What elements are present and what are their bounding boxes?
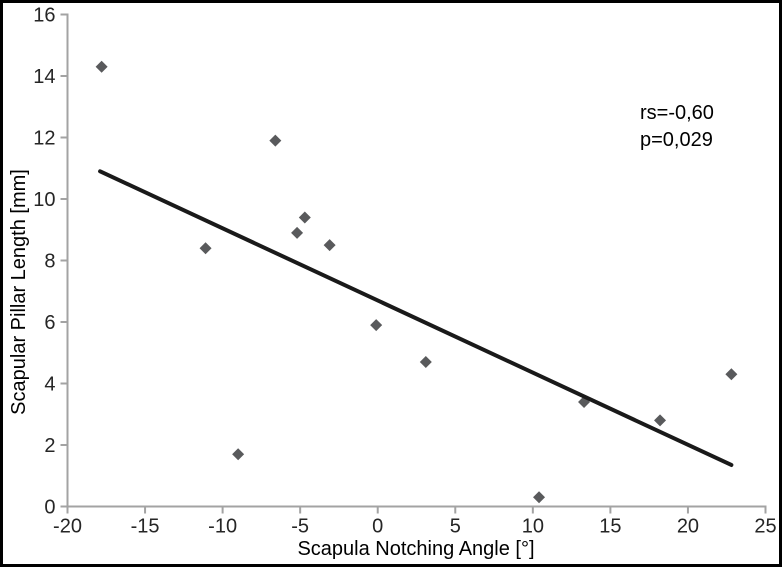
x-tick-label: -15 (131, 516, 160, 538)
data-point-marker (291, 226, 304, 239)
y-tick-label: 14 (33, 66, 55, 88)
y-tick-label: 6 (44, 312, 55, 334)
x-tick-label: -5 (291, 516, 309, 538)
data-point-marker (533, 491, 546, 504)
data-point-marker (199, 242, 212, 255)
data-point-marker (323, 239, 336, 252)
data-point-marker (95, 60, 108, 73)
y-tick-label: 12 (33, 128, 55, 150)
x-tick-label: 10 (522, 516, 544, 538)
x-tick-label: 0 (372, 516, 383, 538)
points-layer (95, 60, 738, 504)
x-tick-label: -10 (208, 516, 237, 538)
x-tick-label: 5 (450, 516, 461, 538)
data-point-marker (232, 448, 245, 461)
data-point-marker (419, 355, 432, 368)
trendline-layer (98, 169, 734, 467)
x-tick-label: 25 (754, 516, 776, 538)
y-tick-label: 2 (44, 435, 55, 457)
y-axis-label: Scapular Pillar Length [mm] (8, 169, 30, 415)
y-tick-label: 0 (44, 497, 55, 519)
data-point-marker (725, 368, 738, 381)
x-tick-label: 15 (599, 516, 621, 538)
y-tick-label: 4 (44, 374, 55, 396)
trendline (98, 169, 734, 467)
data-point-marker (298, 211, 311, 224)
y-tick-label: 8 (44, 251, 55, 273)
x-tick-label: -20 (53, 516, 82, 538)
data-point-marker (370, 319, 383, 332)
ticks-layer: -20 -15 -10 -5 0 5 10 15 20 25 0 2 4 6 8 10 12 14 16 (33, 5, 776, 538)
annotation-rs-value: rs=-0,60 (640, 102, 714, 124)
annotation-p-value: p=0,029 (640, 129, 713, 151)
data-point-marker (654, 414, 667, 427)
data-point-marker (269, 134, 282, 147)
y-tick-label: 16 (33, 5, 55, 27)
x-axis-label: Scapula Notching Angle [°] (297, 538, 534, 560)
y-tick-label: 10 (33, 189, 55, 211)
x-tick-label: 20 (677, 516, 699, 538)
